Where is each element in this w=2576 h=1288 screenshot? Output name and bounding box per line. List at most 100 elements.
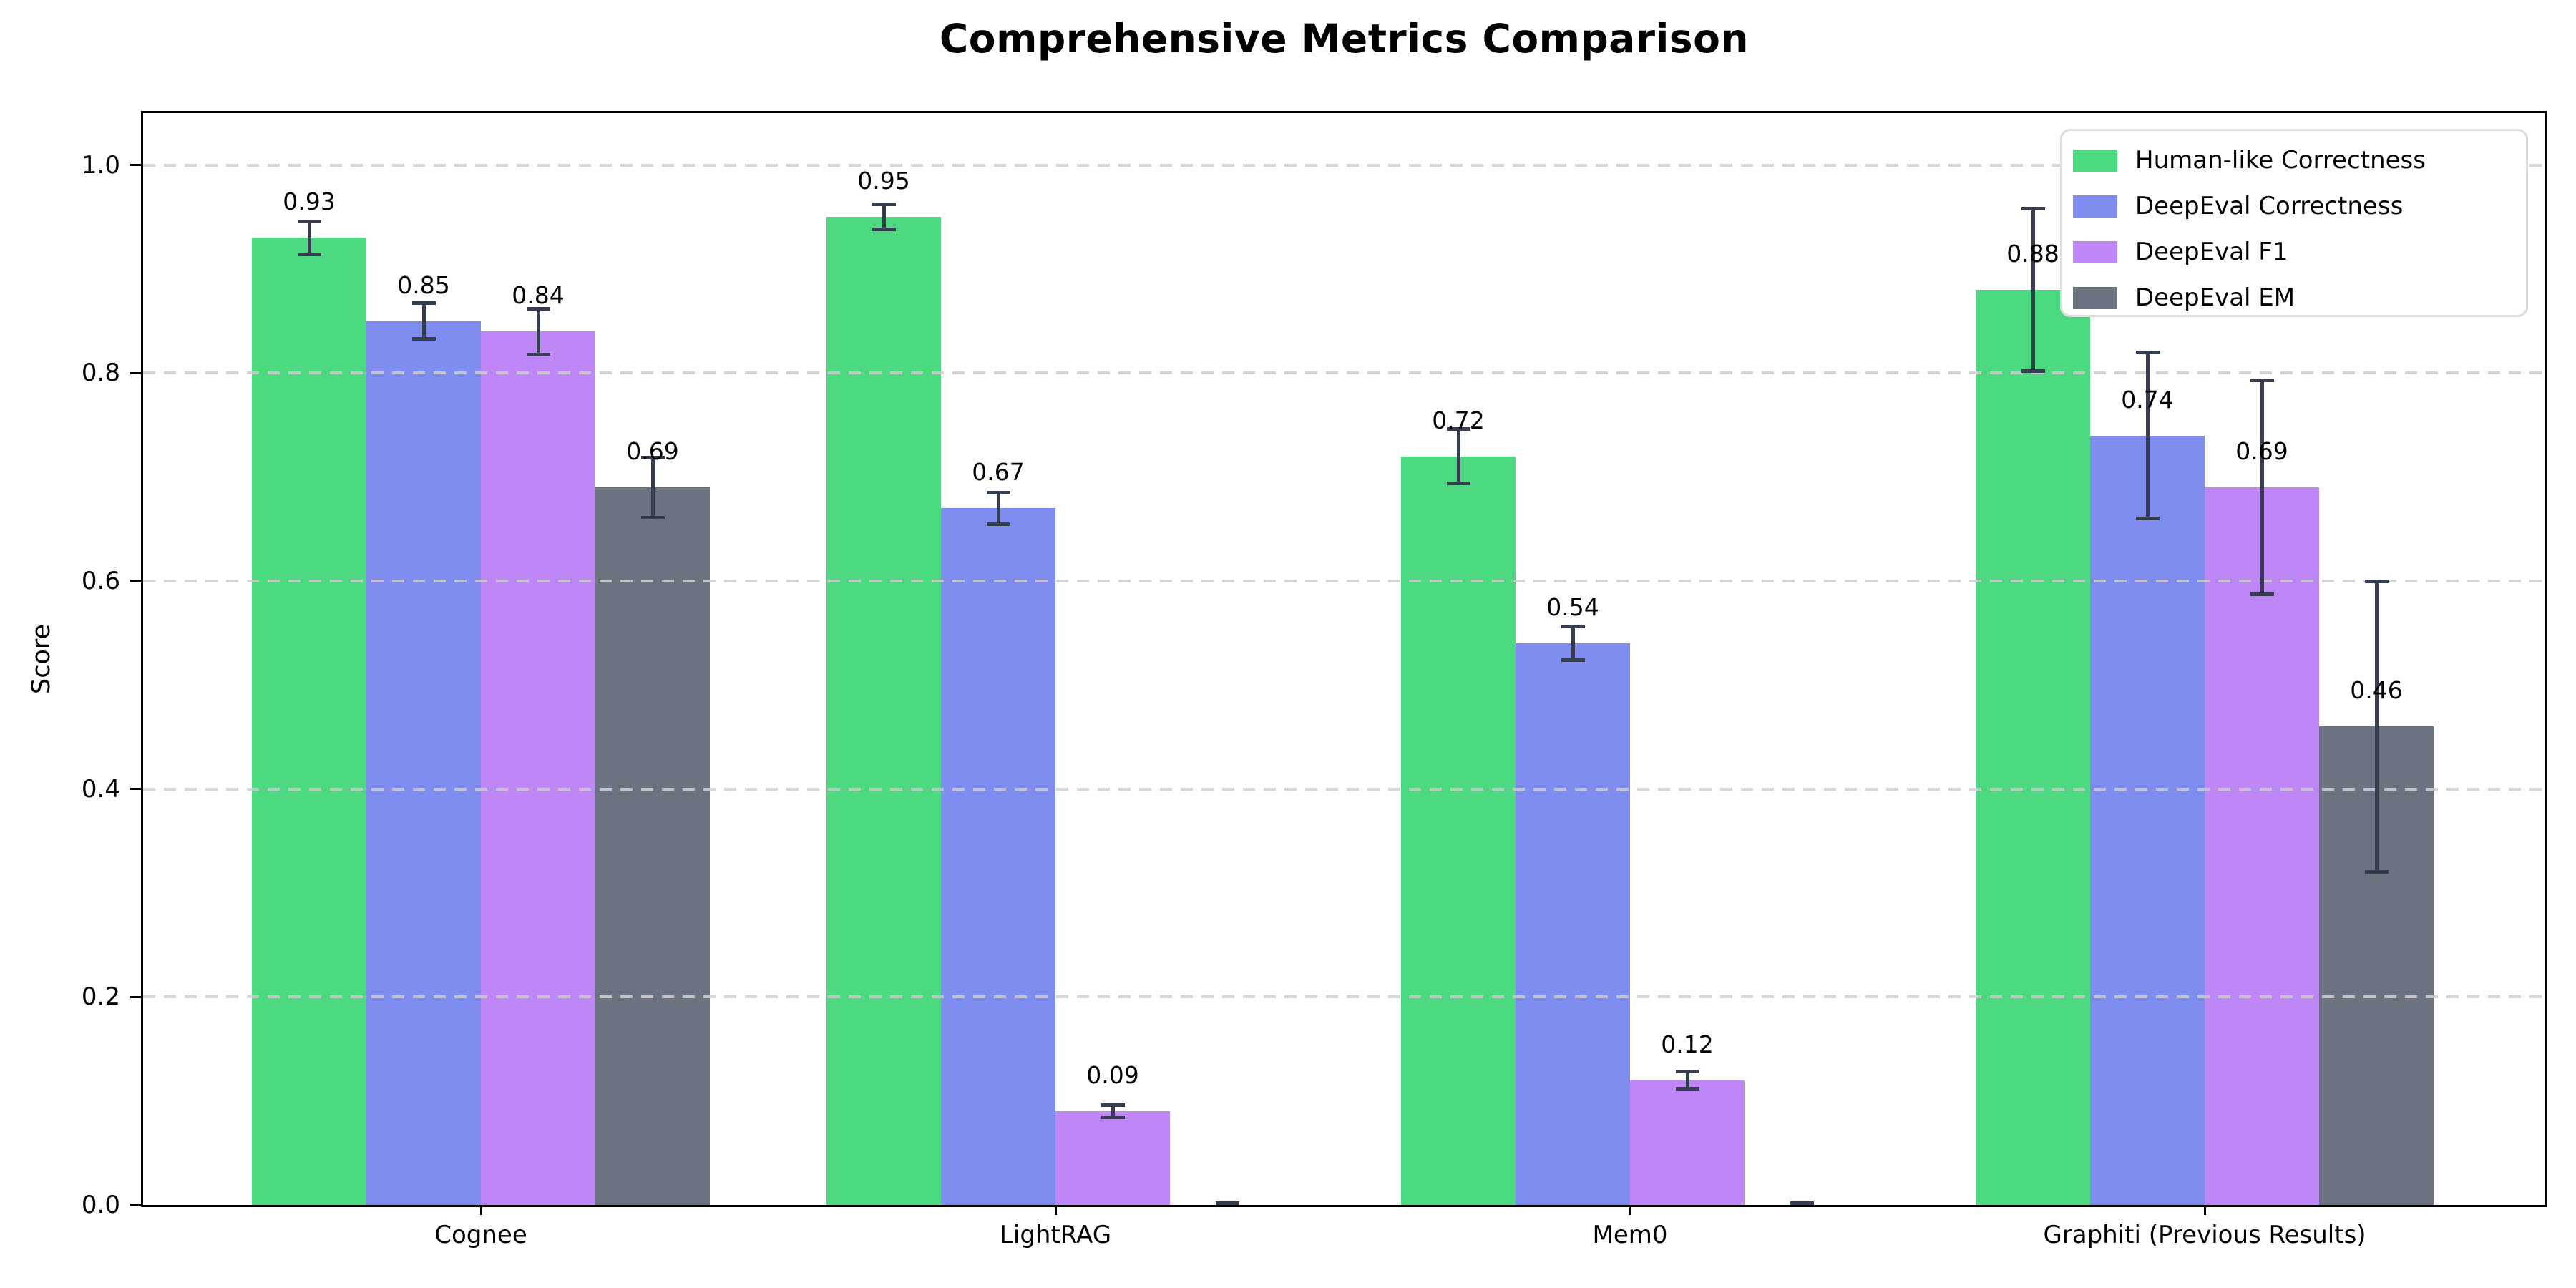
bar-graphiti-previous-results-deepeval-correctness [2090,435,2205,1205]
x-tick-label-lightrag: LightRAG [999,1221,1112,1249]
bar-cognee-deepeval-correctness [366,321,481,1205]
error-bar-cap [2250,379,2274,382]
bar-value-label: 0.85 [397,270,450,299]
y-tick-label: 0.2 [81,982,120,1012]
legend-label: DeepEval EM [2135,283,2296,312]
gridline [143,995,2545,999]
error-bar [1456,429,1460,484]
error-bar [2145,352,2150,519]
error-bar-cap [1446,481,1470,485]
x-tick-label-cognee: Cognee [434,1221,527,1249]
bar-value-label: 0.54 [1546,593,1599,622]
x-tick [2203,1206,2206,1215]
error-bar [1685,1071,1689,1089]
bar-value-label: 0.46 [2350,676,2403,705]
x-tick [1054,1206,1057,1215]
error-bar-cap [1790,1201,1814,1205]
error-bar [650,457,655,518]
bar-value-label: 0.72 [1432,406,1485,434]
error-bar-cap [640,455,665,459]
gridline [143,787,2545,791]
bar-value-label: 0.69 [2235,437,2288,466]
legend-item-deepeval-em: DeepEval EM [2073,275,2526,321]
error-bar-cap [1675,1086,1699,1091]
error-bar [882,204,886,230]
gridline [143,580,2545,582]
error-bar-cap [1101,1103,1125,1107]
bar-cognee-deepeval-em [595,487,710,1205]
bar-value-label: 0.67 [972,458,1025,487]
y-tick [130,164,142,167]
bar-lightrag-human-like-correctness [826,217,941,1205]
legend-swatch-deepeval-correctness [2073,195,2117,218]
bar-mem0-human-like-correctness [1401,456,1516,1205]
bar-value-label: 0.69 [626,437,679,466]
error-bar [421,303,426,339]
legend-label: Human-like Correctness [2135,146,2426,175]
legend-swatch-deepeval-f1 [2073,240,2117,263]
error-bar-cap [1561,625,1585,629]
error-bar-cap [411,301,436,306]
error-bar-cap [2250,592,2274,597]
error-bar-cap [2364,870,2389,874]
error-bar [2031,208,2035,371]
error-bar-cap [297,253,321,257]
bar-lightrag-deepeval-f1 [1055,1111,1170,1205]
gridline [143,163,2545,167]
x-tick-label-mem0: Mem0 [1592,1221,1668,1249]
bar-lightrag-deepeval-correctness [941,508,1055,1205]
error-bar-cap [2135,350,2160,354]
bar-value-label: 0.93 [283,187,336,216]
error-bar-cap [411,336,436,341]
gridline [143,371,2545,375]
y-tick [130,1204,142,1206]
legend-item-human-like-correctness: Human-like Correctness [2073,137,2526,183]
y-tick-label: 0.6 [81,567,120,595]
error-bar-cap [1215,1201,1239,1205]
bar-value-label: 0.74 [2121,385,2174,414]
error-bar-cap [2021,369,2045,373]
y-tick-label: 0.4 [81,774,120,804]
error-bar [996,492,1000,525]
bar-mem0-deepeval-f1 [1630,1080,1745,1205]
y-tick [130,371,142,374]
error-bar-cap [986,490,1010,494]
error-bar [536,308,540,355]
legend-item-deepeval-f1: DeepEval F1 [2073,229,2526,275]
error-bar-cap [2364,579,2389,583]
y-tick-label: 1.0 [81,150,120,180]
error-bar [307,221,311,255]
bar-cognee-deepeval-f1 [481,331,595,1205]
legend-label: DeepEval Correctness [2135,192,2404,220]
bar-mem0-deepeval-correctness [1516,643,1630,1205]
bar-value-label: 0.84 [512,281,565,310]
bar-value-label: 0.95 [857,167,910,195]
error-bar-cap [297,219,321,223]
bar-cognee-human-like-correctness [252,238,366,1205]
error-bar-cap [526,352,550,356]
x-tick-label-graphiti-previous-results: Graphiti (Previous Results) [2043,1221,2366,1249]
error-bar-cap [872,203,896,207]
chart-title: Comprehensive Metrics Comparison [939,16,1750,62]
bar-value-label: 0.09 [1086,1061,1139,1090]
bar-graphiti-previous-results-deepeval-f1 [2205,487,2319,1205]
legend-item-deepeval-correctness: DeepEval Correctness [2073,183,2526,229]
bar-value-label: 0.12 [1661,1030,1714,1058]
error-bar-cap [1101,1116,1125,1120]
error-bar-cap [1561,658,1585,662]
error-bar [1111,1105,1115,1118]
error-bar-cap [640,515,665,519]
bar-value-label: 0.88 [2006,240,2059,268]
error-bar-cap [1446,427,1470,431]
bar-graphiti-previous-results-human-like-correctness [1976,290,2090,1205]
error-bar [1571,626,1575,660]
error-bar-cap [2021,207,2045,211]
legend: Human-like Correctness DeepEval Correctne… [2060,129,2528,317]
error-bar-cap [526,306,550,311]
error-bar [2374,581,2379,872]
y-tick [130,995,142,998]
y-tick-label: 0.8 [81,358,120,388]
y-tick [130,788,142,791]
error-bar-cap [986,522,1010,526]
